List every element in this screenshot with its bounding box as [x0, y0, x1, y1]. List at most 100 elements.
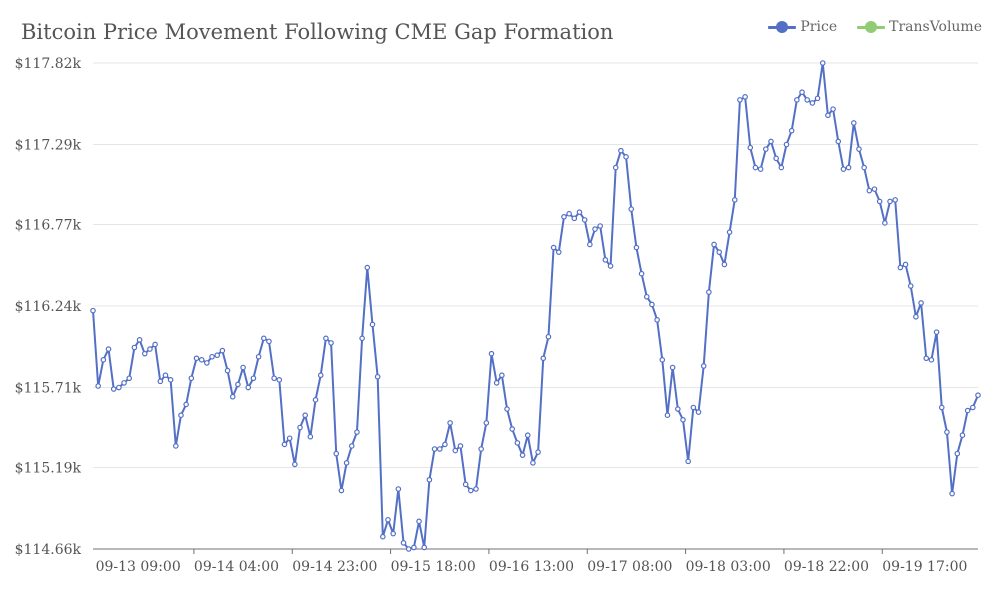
- legend-item-price[interactable]: Price: [768, 19, 837, 35]
- price-data-point: [260, 335, 267, 342]
- price-data-point: [136, 337, 143, 343]
- price-data-point: [628, 206, 635, 212]
- legend-transvolume-label: TransVolume: [889, 19, 982, 35]
- price-data-point: [928, 357, 935, 363]
- legend-item-transvolume[interactable]: TransVolume: [857, 19, 982, 35]
- price-data-point: [240, 364, 246, 371]
- price-data-point: [286, 435, 293, 442]
- price-data-point: [121, 380, 127, 386]
- price-data-point: [669, 364, 676, 371]
- price-data-point: [871, 186, 878, 192]
- x-tick-label: 09-14 23:00: [292, 559, 377, 575]
- price-data-point: [235, 381, 241, 388]
- price-data-point: [447, 420, 453, 426]
- price-data-point: [747, 144, 754, 151]
- price-data-point: [954, 450, 961, 457]
- price-data-point: [493, 380, 500, 386]
- price-data-point: [462, 481, 469, 488]
- price-data-point: [281, 441, 288, 448]
- price-data-point: [840, 166, 847, 172]
- price-data-point: [266, 338, 272, 345]
- price-data-point: [100, 357, 107, 363]
- y-tick-label: $114.66k: [15, 542, 82, 558]
- price-data-point: [845, 164, 852, 171]
- price-data-point: [343, 460, 350, 466]
- price-data-point: [902, 261, 909, 268]
- price-data-point: [214, 352, 221, 359]
- legend: Price TransVolume: [768, 19, 982, 35]
- x-tick-label: 09-18 03:00: [686, 559, 771, 575]
- price-data-point: [224, 367, 231, 374]
- price-data-point: [763, 146, 769, 152]
- price-data-point: [348, 443, 355, 449]
- price-data-point: [944, 429, 950, 435]
- x-tick-label: 09-19 17:00: [882, 559, 967, 575]
- y-tick-label: $115.71k: [15, 381, 82, 397]
- price-data-point: [312, 397, 319, 403]
- price-data-point: [757, 166, 764, 172]
- price-data-point: [576, 209, 583, 215]
- price-data-point: [540, 355, 547, 362]
- price-data-point: [317, 372, 324, 379]
- price-data-point: [514, 440, 521, 446]
- price-data-point: [297, 424, 303, 431]
- price-data-point: [436, 446, 443, 452]
- price-data-point: [742, 94, 748, 100]
- price-data-point: [737, 97, 743, 103]
- price-data-point: [794, 97, 800, 103]
- price-data-point: [964, 407, 971, 414]
- x-tick-label: 09-18 22:00: [784, 559, 869, 575]
- price-data-point: [178, 412, 184, 418]
- price-data-point: [809, 100, 816, 106]
- price-data-point: [638, 270, 645, 277]
- price-data-point: [359, 335, 365, 342]
- price-data-point: [333, 450, 340, 457]
- price-data-point: [198, 357, 205, 363]
- price-data-point: [390, 530, 396, 537]
- legend-transvolume-swatch-icon: [857, 21, 886, 33]
- price-data-point: [131, 344, 138, 351]
- price-data-point: [499, 372, 505, 379]
- price-data-point: [193, 355, 200, 362]
- price-data-point: [726, 229, 733, 235]
- price-data-point: [395, 486, 402, 492]
- price-data-point: [431, 446, 438, 452]
- price-data-point: [457, 443, 464, 449]
- price-data-point: [788, 127, 795, 134]
- price-data-point: [721, 261, 728, 268]
- price-data-point: [623, 154, 629, 160]
- price-data-point: [110, 386, 117, 392]
- price-data-point: [706, 289, 712, 295]
- price-data-point: [607, 263, 614, 269]
- price-data-point: [975, 392, 981, 399]
- price-data-point: [519, 452, 526, 458]
- x-tick-label: 09-14 04:00: [194, 559, 279, 575]
- price-data-point: [385, 516, 391, 523]
- price-data-point: [323, 335, 329, 342]
- price-data-point: [835, 138, 842, 145]
- price-data-point: [685, 458, 691, 465]
- price-data-point: [876, 198, 883, 205]
- legend-transvolume-dot: [865, 21, 878, 33]
- price-data-point: [581, 217, 588, 223]
- price-data-point: [566, 210, 572, 217]
- price-data-point: [271, 375, 277, 382]
- price-data-point: [245, 384, 252, 391]
- price-data-point: [478, 446, 484, 452]
- price-data-point: [530, 460, 536, 466]
- price-data-point: [468, 487, 474, 494]
- y-tick-label: $117.29k: [15, 138, 82, 154]
- price-data-point: [970, 404, 976, 411]
- price-data-point: [157, 378, 164, 385]
- price-data-point: [959, 432, 966, 438]
- price-data-point: [664, 412, 671, 418]
- price-data-point: [105, 346, 112, 352]
- price-data-point: [141, 350, 148, 357]
- price-data-point: [162, 372, 169, 379]
- price-data-point: [561, 213, 567, 220]
- price-data-point: [804, 97, 811, 103]
- chart-title: Bitcoin Price Movement Following CME Gap…: [21, 20, 614, 44]
- price-data-point: [209, 353, 215, 360]
- price-data-point: [778, 164, 785, 171]
- price-data-point: [524, 432, 531, 438]
